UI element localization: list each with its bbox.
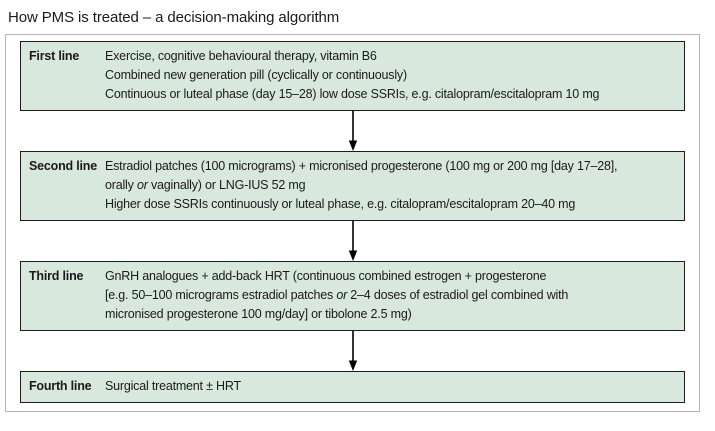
text-line: Continuous or luteal phase (day 15–28) l… bbox=[105, 87, 600, 101]
text-line: Estradiol patches (100 micrograms) + mic… bbox=[105, 159, 618, 173]
down-arrow-icon bbox=[348, 111, 357, 151]
step-content: Surgical treatment ± HRT bbox=[105, 377, 680, 396]
text-line: Combined new generation pill (cyclically… bbox=[105, 68, 407, 82]
step-label: Fourth line bbox=[29, 379, 92, 393]
flow-connector bbox=[20, 331, 685, 371]
text-line: GnRH analogues + add-back HRT (continuou… bbox=[105, 269, 547, 283]
text-line: Surgical treatment ± HRT bbox=[105, 379, 241, 393]
step-label: First line bbox=[29, 49, 80, 63]
text-line: Exercise, cognitive behavioural therapy,… bbox=[105, 49, 377, 63]
down-arrow-icon bbox=[348, 331, 357, 371]
steps-column: First line Exercise, cognitive behaviour… bbox=[20, 41, 685, 403]
step-content: GnRH analogues + add-back HRT (continuou… bbox=[105, 267, 680, 324]
step-content: Exercise, cognitive behavioural therapy,… bbox=[105, 47, 680, 104]
text-line: orally or vaginally) or LNG-IUS 52 mg bbox=[105, 178, 306, 192]
flow-connector bbox=[20, 111, 685, 151]
down-arrow-icon bbox=[348, 221, 357, 261]
text-line: Higher dose SSRIs continuously or luteal… bbox=[105, 197, 576, 211]
step-label: Second line bbox=[29, 159, 97, 173]
flow-connector bbox=[20, 221, 685, 261]
treatment-step-box: Third line GnRH analogues + add-back HRT… bbox=[20, 261, 685, 331]
text-line: [e.g. 50–100 micrograms estradiol patche… bbox=[105, 288, 569, 302]
page-title: How PMS is treated – a decision-making a… bbox=[8, 9, 340, 26]
page: How PMS is treated – a decision-making a… bbox=[0, 8, 715, 412]
treatment-step-box: Second line Estradiol patches (100 micro… bbox=[20, 151, 685, 221]
step-label: Third line bbox=[29, 269, 84, 283]
text-line: micronised progesterone 100 mg/day] or t… bbox=[105, 307, 412, 321]
algorithm-flowchart: First line Exercise, cognitive behaviour… bbox=[5, 34, 700, 412]
treatment-step-box: Fourth line Surgical treatment ± HRT bbox=[20, 371, 685, 403]
step-content: Estradiol patches (100 micrograms) + mic… bbox=[105, 157, 680, 214]
treatment-step-box: First line Exercise, cognitive behaviour… bbox=[20, 41, 685, 111]
